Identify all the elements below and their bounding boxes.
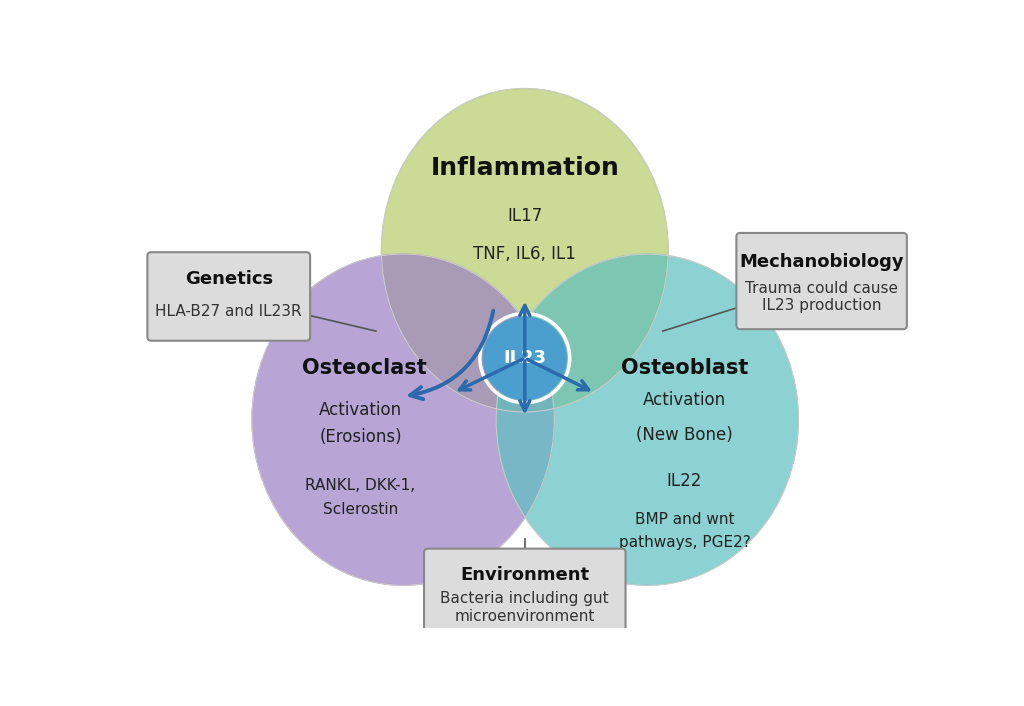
Text: (New Bone): (New Bone) bbox=[636, 426, 733, 444]
Ellipse shape bbox=[252, 254, 554, 585]
Text: Activation: Activation bbox=[318, 401, 402, 419]
Ellipse shape bbox=[381, 88, 669, 412]
FancyArrowPatch shape bbox=[411, 311, 494, 399]
FancyBboxPatch shape bbox=[736, 233, 907, 329]
Text: Activation: Activation bbox=[643, 391, 726, 409]
Text: BMP and wnt: BMP and wnt bbox=[635, 513, 734, 527]
Text: Environment: Environment bbox=[460, 566, 590, 584]
FancyBboxPatch shape bbox=[147, 252, 310, 341]
Text: IL17: IL17 bbox=[507, 207, 543, 225]
Text: Osteoclast: Osteoclast bbox=[302, 358, 427, 378]
Text: Genetics: Genetics bbox=[184, 270, 272, 287]
Text: RANKL, DKK-1,: RANKL, DKK-1, bbox=[305, 478, 416, 493]
Text: IL23: IL23 bbox=[504, 349, 546, 367]
Circle shape bbox=[484, 318, 565, 398]
Text: Inflammation: Inflammation bbox=[430, 156, 620, 180]
Text: Mechanobiology: Mechanobiology bbox=[739, 253, 904, 270]
Text: Trauma could cause
IL23 production: Trauma could cause IL23 production bbox=[745, 281, 898, 313]
Text: Bacteria including gut
microenvironment: Bacteria including gut microenvironment bbox=[440, 591, 609, 623]
Text: pathways, PGE2?: pathways, PGE2? bbox=[618, 535, 751, 551]
FancyBboxPatch shape bbox=[424, 549, 626, 638]
Text: Osteoblast: Osteoblast bbox=[621, 358, 749, 378]
Text: Sclerostin: Sclerostin bbox=[323, 502, 398, 517]
Text: TNF, IL6, IL1: TNF, IL6, IL1 bbox=[473, 245, 577, 263]
Text: HLA-B27 and IL23R: HLA-B27 and IL23R bbox=[156, 304, 302, 318]
Text: (Erosions): (Erosions) bbox=[319, 429, 401, 446]
Ellipse shape bbox=[496, 254, 799, 585]
Text: IL22: IL22 bbox=[667, 472, 702, 490]
